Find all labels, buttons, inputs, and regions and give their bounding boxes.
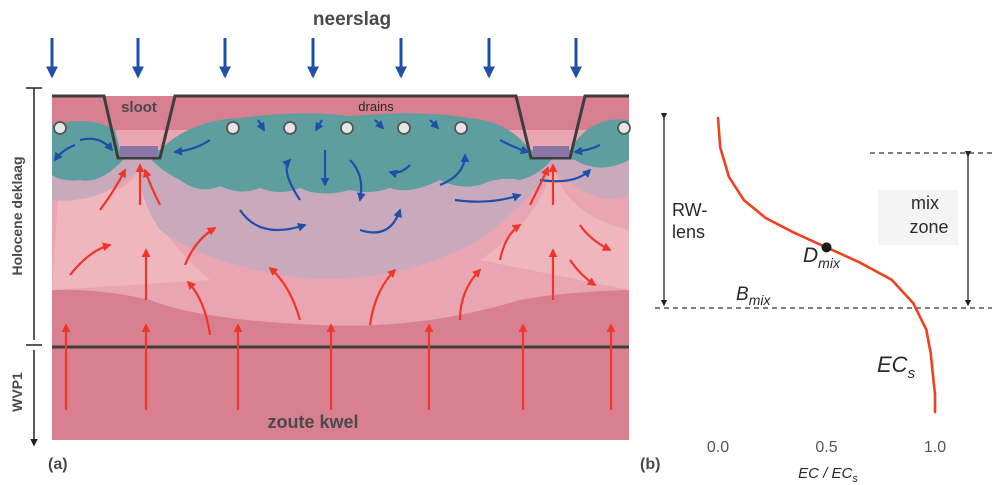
drains-label: drains	[358, 99, 394, 114]
saline-seepage-arrows	[61, 163, 616, 410]
mix-zone-label-1: mix	[911, 193, 939, 213]
bmix-label: Bmix	[736, 284, 771, 308]
depth-scale	[26, 87, 42, 447]
holocene-label: Holocene deklaag	[9, 156, 25, 275]
freshwater-flow-arrows	[53, 119, 601, 234]
panel-a-letter: (a)	[48, 456, 68, 473]
x-tick-label: 0.5	[815, 439, 837, 456]
panel-a: neerslag	[9, 9, 631, 473]
freshwater-lens	[52, 113, 629, 194]
dmix-label: Dmix	[803, 244, 841, 271]
ditch-water-right	[533, 146, 569, 157]
precipitation-arrows	[46, 38, 582, 79]
dmix-point	[821, 242, 832, 253]
neerslag-label: neerslag	[313, 9, 391, 30]
ec-profile-curve	[716, 116, 937, 414]
drains	[53, 121, 631, 135]
rw-lens-label-1: RW-	[672, 200, 707, 220]
x-tick-label: 1.0	[924, 439, 946, 456]
panel-b-letter: (b)	[640, 456, 660, 473]
x-tick-label: 0.0	[707, 439, 729, 456]
x-axis-ticks: 0.0 0.5 1.0	[707, 439, 946, 456]
zoute-kwel-label: zoute kwel	[267, 412, 358, 432]
x-axis-label: EC / ECs	[798, 465, 858, 485]
rw-lens-label-2: lens	[672, 222, 705, 242]
ecs-label: ECs	[877, 352, 916, 382]
wvp1-label: WVP1	[9, 372, 25, 412]
ditch-water-left	[120, 146, 158, 157]
mix-zone-label-2: zone	[909, 217, 948, 237]
land-surface	[52, 94, 629, 160]
panel-b: (b) RW- lens mix zone Dmix Bmix ECs 0.0 0…	[640, 112, 992, 485]
sloot-label: sloot	[121, 99, 157, 116]
